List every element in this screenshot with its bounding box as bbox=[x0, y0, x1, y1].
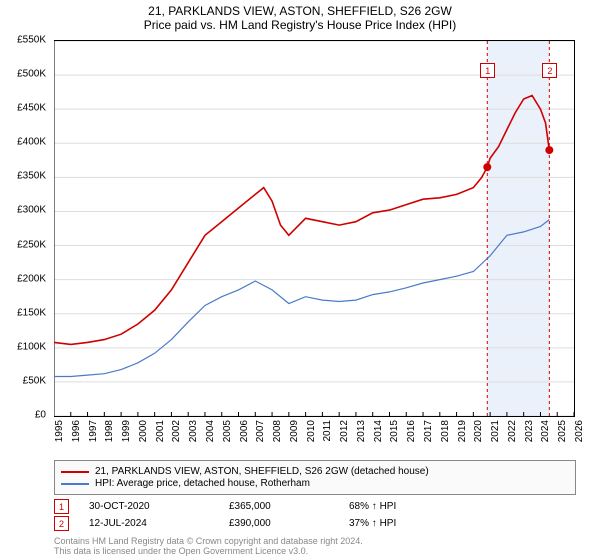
x-tick-label: 2024 bbox=[540, 420, 551, 442]
y-tick-label: £100K bbox=[17, 341, 46, 352]
x-tick-label: 1997 bbox=[88, 420, 99, 442]
y-tick-label: £0 bbox=[35, 410, 46, 421]
legend: 21, PARKLANDS VIEW, ASTON, SHEFFIELD, S2… bbox=[54, 460, 576, 495]
y-tick-label: £500K bbox=[17, 69, 46, 80]
x-tick-label: 1998 bbox=[104, 420, 115, 442]
x-tick-label: 2011 bbox=[322, 420, 333, 442]
sale-row-price: £390,000 bbox=[229, 518, 349, 529]
x-tick-label: 1995 bbox=[54, 420, 65, 442]
y-tick-label: £300K bbox=[17, 205, 46, 216]
x-tick-label: 1996 bbox=[71, 420, 82, 442]
footer-copyright: Contains HM Land Registry data © Crown c… bbox=[54, 536, 363, 557]
x-tick-label: 2009 bbox=[289, 420, 300, 442]
y-tick-label: £350K bbox=[17, 171, 46, 182]
page-title-address: 21, PARKLANDS VIEW, ASTON, SHEFFIELD, S2… bbox=[0, 4, 600, 18]
sale-row-marker: 2 bbox=[54, 516, 69, 531]
x-tick-label: 2025 bbox=[557, 420, 568, 442]
y-tick-label: £200K bbox=[17, 273, 46, 284]
footer-line-2: This data is licensed under the Open Gov… bbox=[54, 546, 363, 556]
x-tick-label: 2001 bbox=[155, 420, 166, 442]
legend-label: HPI: Average price, detached house, Roth… bbox=[95, 478, 310, 489]
x-tick-label: 2013 bbox=[356, 420, 367, 442]
y-tick-label: £450K bbox=[17, 103, 46, 114]
sale-row-marker: 1 bbox=[54, 499, 69, 514]
x-tick-label: 2006 bbox=[239, 420, 250, 442]
footer-line-1: Contains HM Land Registry data © Crown c… bbox=[54, 536, 363, 546]
sale-row-delta: 37% ↑ HPI bbox=[349, 518, 396, 529]
x-tick-label: 2026 bbox=[574, 420, 585, 442]
legend-swatch bbox=[61, 471, 89, 473]
sale-row-price: £365,000 bbox=[229, 501, 349, 512]
x-tick-label: 2008 bbox=[272, 420, 283, 442]
legend-label: 21, PARKLANDS VIEW, ASTON, SHEFFIELD, S2… bbox=[95, 466, 429, 477]
x-tick-label: 2012 bbox=[339, 420, 350, 442]
x-tick-label: 2015 bbox=[389, 420, 400, 442]
x-tick-label: 1999 bbox=[121, 420, 132, 442]
legend-item: 21, PARKLANDS VIEW, ASTON, SHEFFIELD, S2… bbox=[61, 466, 569, 477]
x-tick-label: 2002 bbox=[171, 420, 182, 442]
y-tick-label: £250K bbox=[17, 239, 46, 250]
chart-svg bbox=[54, 41, 574, 416]
sale-marker-2: 2 bbox=[542, 63, 557, 78]
x-tick-label: 2019 bbox=[457, 420, 468, 442]
y-tick-label: £150K bbox=[17, 307, 46, 318]
y-axis-labels: £0£50K£100K£150K£200K£250K£300K£350K£400… bbox=[0, 40, 50, 415]
sale-row: 1 30-OCT-2020£365,00068% ↑ HPI bbox=[54, 499, 574, 514]
x-tick-label: 2016 bbox=[406, 420, 417, 442]
sale-row: 2 12-JUL-2024£390,00037% ↑ HPI bbox=[54, 516, 574, 531]
sale-row-date: 30-OCT-2020 bbox=[89, 501, 229, 512]
legend-swatch bbox=[61, 483, 89, 485]
x-tick-label: 2014 bbox=[373, 420, 384, 442]
x-tick-label: 2022 bbox=[507, 420, 518, 442]
y-tick-label: £400K bbox=[17, 137, 46, 148]
sales-table: 1 30-OCT-2020£365,00068% ↑ HPI 2 12-JUL-202… bbox=[54, 499, 574, 533]
legend-item: HPI: Average price, detached house, Roth… bbox=[61, 478, 569, 489]
x-axis-labels: 1995 1996 1997 1998 1999 2000 2001 2002 2003 2004… bbox=[54, 418, 574, 458]
x-tick-label: 2003 bbox=[188, 420, 199, 442]
sale-row-delta: 68% ↑ HPI bbox=[349, 501, 396, 512]
x-tick-label: 2007 bbox=[255, 420, 266, 442]
x-tick-label: 2021 bbox=[490, 420, 501, 442]
chart-plot-area: 12 bbox=[54, 40, 575, 417]
x-tick-label: 2004 bbox=[205, 420, 216, 442]
sale-row-date: 12-JUL-2024 bbox=[89, 518, 229, 529]
page-subtitle: Price paid vs. HM Land Registry's House … bbox=[0, 18, 600, 32]
x-tick-label: 2020 bbox=[473, 420, 484, 442]
x-tick-label: 2023 bbox=[524, 420, 535, 442]
y-tick-label: £550K bbox=[17, 35, 46, 46]
x-tick-label: 2005 bbox=[222, 420, 233, 442]
sale-marker-1: 1 bbox=[480, 63, 495, 78]
x-tick-label: 2017 bbox=[423, 420, 434, 442]
x-tick-label: 2000 bbox=[138, 420, 149, 442]
y-tick-label: £50K bbox=[23, 375, 46, 386]
x-tick-label: 2010 bbox=[306, 420, 317, 442]
x-tick-label: 2018 bbox=[440, 420, 451, 442]
